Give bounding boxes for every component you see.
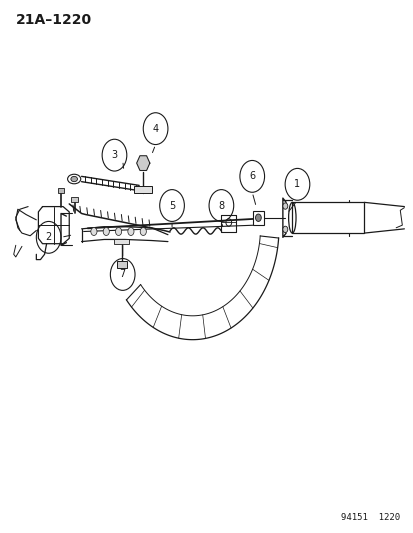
Text: 21A–1220: 21A–1220 — [16, 13, 92, 27]
Text: 3: 3 — [111, 150, 117, 160]
Bar — [114, 239, 129, 244]
Text: 5: 5 — [169, 200, 175, 211]
Polygon shape — [136, 156, 150, 171]
Bar — [116, 261, 126, 268]
Text: 94151  1220: 94151 1220 — [340, 513, 399, 522]
Circle shape — [282, 226, 287, 232]
Ellipse shape — [71, 176, 77, 182]
Circle shape — [103, 228, 109, 236]
Circle shape — [282, 203, 287, 209]
Circle shape — [115, 228, 121, 236]
Text: 1: 1 — [294, 179, 300, 189]
Circle shape — [255, 214, 261, 221]
Bar — [71, 197, 78, 202]
Bar — [57, 188, 64, 193]
Text: 8: 8 — [218, 200, 224, 211]
Text: 7: 7 — [119, 270, 126, 279]
Circle shape — [140, 228, 146, 236]
Circle shape — [90, 228, 97, 236]
Bar — [252, 211, 263, 224]
Text: 4: 4 — [152, 124, 158, 134]
Bar — [134, 187, 152, 193]
FancyBboxPatch shape — [292, 203, 363, 233]
Text: 2: 2 — [45, 232, 52, 243]
Circle shape — [128, 228, 134, 236]
Text: 6: 6 — [249, 172, 255, 181]
